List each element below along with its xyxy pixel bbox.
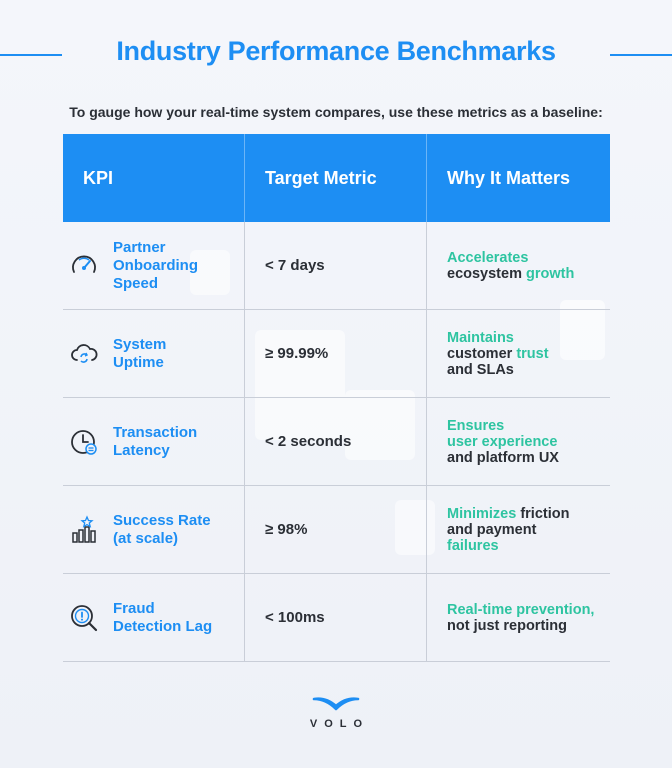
target-metric-cell: ≥ 99.99% bbox=[245, 310, 427, 397]
page-subtitle: To gauge how your real-time system compa… bbox=[69, 104, 603, 120]
target-metric-cell: < 100ms bbox=[245, 574, 427, 661]
header-target-metric: Target Metric bbox=[245, 134, 427, 222]
why-line: not just reporting bbox=[447, 618, 594, 634]
kpi-cell: Success Rate (at scale) bbox=[63, 486, 245, 573]
why-fragment: not just reporting bbox=[447, 617, 568, 634]
why-fragment: friction bbox=[516, 505, 570, 522]
fraud-alert-icon bbox=[71, 604, 98, 631]
table-row: Success Rate (at scale) ≥ 98% Minimizes … bbox=[63, 486, 610, 574]
why-line: and SLAs bbox=[447, 362, 549, 378]
table-row: Transaction Latency < 2 seconds Ensures … bbox=[63, 398, 610, 486]
kpi-cell: Fraud Detection Lag bbox=[63, 574, 245, 661]
why-fragment: and SLAs bbox=[447, 361, 514, 378]
kpi-name: Success Rate (at scale) bbox=[113, 512, 211, 548]
why-text: Real-time prevention, not just reporting bbox=[447, 602, 594, 634]
kpi-name: Partner Onboarding Speed bbox=[113, 239, 198, 293]
why-fragment: Real-time prevention, bbox=[447, 601, 595, 618]
why-line: Accelerates bbox=[447, 250, 574, 266]
clock-icon bbox=[71, 429, 97, 455]
why-fragment: and platform UX bbox=[447, 449, 559, 466]
bar-chart-star-icon bbox=[72, 514, 96, 543]
why-line: failures bbox=[447, 538, 569, 554]
why-fragment: Maintains bbox=[447, 329, 514, 346]
why-line: and platform UX bbox=[447, 450, 559, 466]
kpi-name-line: Detection Lag bbox=[113, 617, 213, 635]
kpi-name-line: Fraud bbox=[113, 599, 155, 617]
why-text: Accelerates ecosystem growth bbox=[447, 250, 574, 282]
why-text: Minimizes friction and payment failures bbox=[447, 506, 569, 554]
target-metric-cell: < 7 days bbox=[245, 222, 427, 309]
why-line: ecosystem growth bbox=[447, 266, 574, 282]
kpi-name-line: Partner bbox=[113, 238, 166, 256]
why-text: Maintains customer trust and SLAs bbox=[447, 330, 549, 378]
table-header: KPI Target Metric Why It Matters bbox=[63, 134, 610, 222]
target-metric-cell: ≥ 98% bbox=[245, 486, 427, 573]
kpi-cell: System Uptime bbox=[63, 310, 245, 397]
why-cell: Maintains customer trust and SLAs bbox=[427, 310, 610, 397]
kpi-name: Fraud Detection Lag bbox=[113, 600, 212, 636]
why-fragment: user experience bbox=[447, 433, 558, 450]
why-line: customer trust bbox=[447, 346, 549, 362]
page-title: Industry Performance Benchmarks bbox=[116, 36, 556, 66]
why-fragment: trust bbox=[516, 345, 549, 362]
why-line: Ensures bbox=[447, 418, 559, 434]
why-line: and payment bbox=[447, 522, 569, 538]
kpi-name-line: System bbox=[113, 335, 167, 353]
header-kpi: KPI bbox=[63, 134, 245, 222]
why-line: Real-time prevention, bbox=[447, 602, 594, 618]
why-cell: Accelerates ecosystem growth bbox=[427, 222, 610, 309]
why-line: Maintains bbox=[447, 330, 549, 346]
logo-text: VOLO bbox=[309, 718, 370, 730]
kpi-cell: Partner Onboarding Speed bbox=[63, 222, 245, 309]
why-fragment: growth bbox=[526, 265, 575, 282]
why-cell: Minimizes friction and payment failures bbox=[427, 486, 610, 573]
speedometer-icon bbox=[72, 255, 96, 273]
wing-icon bbox=[312, 697, 360, 711]
kpi-name-line: Success Rate bbox=[113, 511, 211, 529]
why-line: Minimizes friction bbox=[447, 506, 569, 522]
why-fragment: customer bbox=[447, 345, 517, 362]
why-fragment: and payment bbox=[447, 521, 537, 538]
kpi-name-line: Latency bbox=[113, 441, 170, 459]
why-fragment: Accelerates bbox=[447, 249, 529, 266]
why-fragment: ecosystem bbox=[447, 265, 526, 282]
table-row: Fraud Detection Lag < 100ms Real-time pr… bbox=[63, 574, 610, 662]
why-line: user experience bbox=[447, 434, 559, 450]
cloud-sync-icon bbox=[71, 343, 98, 363]
kpi-name-line: Speed bbox=[113, 274, 159, 292]
kpi-name: System Uptime bbox=[113, 336, 166, 372]
kpi-name-line: Transaction bbox=[113, 423, 198, 441]
header-why-it-matters: Why It Matters bbox=[447, 167, 571, 188]
title-divider-right bbox=[610, 54, 672, 56]
table-row: System Uptime ≥ 99.99% Maintains custome… bbox=[63, 310, 610, 398]
why-text: Ensures user experience and platform UX bbox=[447, 418, 559, 466]
volo-logo: VOLO bbox=[0, 695, 672, 730]
kpi-name-line: (at scale) bbox=[113, 529, 179, 547]
kpi-name-line: Onboarding bbox=[113, 256, 198, 274]
title-divider-left bbox=[0, 54, 62, 56]
kpi-name-line: Uptime bbox=[113, 353, 164, 371]
benchmarks-table: KPI Target Metric Why It Matters Partner… bbox=[63, 134, 610, 662]
table-row: Partner Onboarding Speed < 7 days Accele… bbox=[63, 222, 610, 310]
target-metric-cell: < 2 seconds bbox=[245, 398, 427, 485]
kpi-name: Transaction Latency bbox=[113, 424, 197, 460]
why-fragment: failures bbox=[447, 537, 499, 554]
why-fragment: Ensures bbox=[447, 417, 505, 434]
why-cell: Ensures user experience and platform UX bbox=[427, 398, 610, 485]
why-fragment: Minimizes bbox=[447, 505, 517, 522]
why-cell: Real-time prevention, not just reporting bbox=[427, 574, 610, 661]
kpi-cell: Transaction Latency bbox=[63, 398, 245, 485]
